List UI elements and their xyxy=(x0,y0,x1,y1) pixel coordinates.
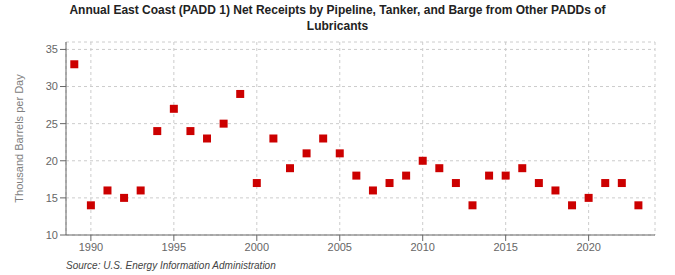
svg-text:25: 25 xyxy=(46,118,58,130)
svg-text:Thousand Barrels per Day: Thousand Barrels per Day xyxy=(13,74,25,203)
svg-text:20: 20 xyxy=(46,155,58,167)
svg-text:2005: 2005 xyxy=(328,241,352,253)
svg-text:30: 30 xyxy=(46,80,58,92)
svg-text:2010: 2010 xyxy=(410,241,434,253)
svg-text:10: 10 xyxy=(46,229,58,241)
svg-text:1990: 1990 xyxy=(79,241,103,253)
svg-text:2020: 2020 xyxy=(576,241,600,253)
svg-text:35: 35 xyxy=(46,43,58,55)
svg-text:2015: 2015 xyxy=(493,241,517,253)
svg-text:2000: 2000 xyxy=(245,241,269,253)
html-text:Annual East Coast (PADD 1) Net: Annual East Coast (PADD 1) Net Receipts … xyxy=(69,3,606,33)
html-text:Source: U.S. Energy Informatio: Source: U.S. Energy Information Administ… xyxy=(66,260,276,271)
svg-text:15: 15 xyxy=(46,192,58,204)
svg-text:1995: 1995 xyxy=(162,241,186,253)
